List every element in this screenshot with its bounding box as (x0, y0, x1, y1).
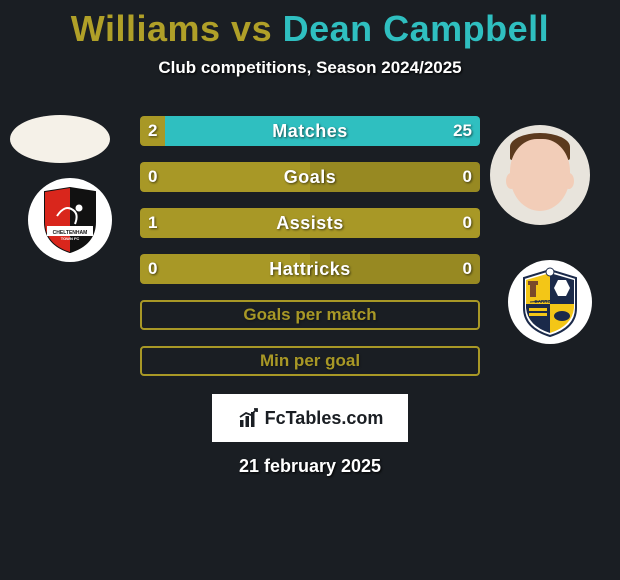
stat-value-left: 0 (148, 259, 157, 279)
comparison-title: Williams vs Dean Campbell (0, 0, 620, 50)
stat-bars: Matches225Goals00Assists10Hattricks00Goa… (140, 116, 480, 376)
comparison-date: 21 february 2025 (0, 456, 620, 477)
stat-value-left: 1 (148, 213, 157, 233)
svg-text:TOWN FC: TOWN FC (61, 236, 80, 241)
stat-value-right: 0 (463, 213, 472, 233)
stat-label: Min per goal (260, 351, 360, 371)
chart-icon (237, 406, 261, 430)
stat-value-left: 2 (148, 121, 157, 141)
stat-row: Goals0 0 (140, 162, 480, 192)
vs-text: vs (231, 8, 272, 49)
stat-label: Assists (140, 213, 480, 234)
stat-label: Hattricks (140, 259, 480, 280)
stat-row-empty: Goals per match (140, 300, 480, 330)
player2-avatar (490, 125, 590, 225)
player1-name: Williams (71, 8, 221, 49)
stat-label: Goals (140, 167, 480, 188)
stat-value-right: 25 (453, 121, 472, 141)
player2-name: Dean Campbell (283, 8, 550, 49)
stat-row-empty: Min per goal (140, 346, 480, 376)
stat-value-left: 0 (148, 167, 157, 187)
svg-text:BARROW AFC: BARROW AFC (534, 299, 566, 304)
stat-value-right: 0 (463, 259, 472, 279)
watermark: FcTables.com (212, 394, 408, 442)
stat-value-right: 0 (463, 167, 472, 187)
player1-club-badge: CHELTENHAM TOWN FC (28, 178, 112, 262)
stat-row: Hattricks0 0 (140, 254, 480, 284)
subtitle: Club competitions, Season 2024/2025 (0, 58, 620, 78)
stat-label: Goals per match (243, 305, 376, 325)
stat-row: Assists1 0 (140, 208, 480, 238)
player2-club-badge: BARROW AFC (508, 260, 592, 344)
player1-avatar (10, 115, 110, 163)
watermark-text: FcTables.com (265, 408, 384, 429)
stat-label: Matches (140, 121, 480, 142)
stat-row: Matches2 25 (140, 116, 480, 146)
